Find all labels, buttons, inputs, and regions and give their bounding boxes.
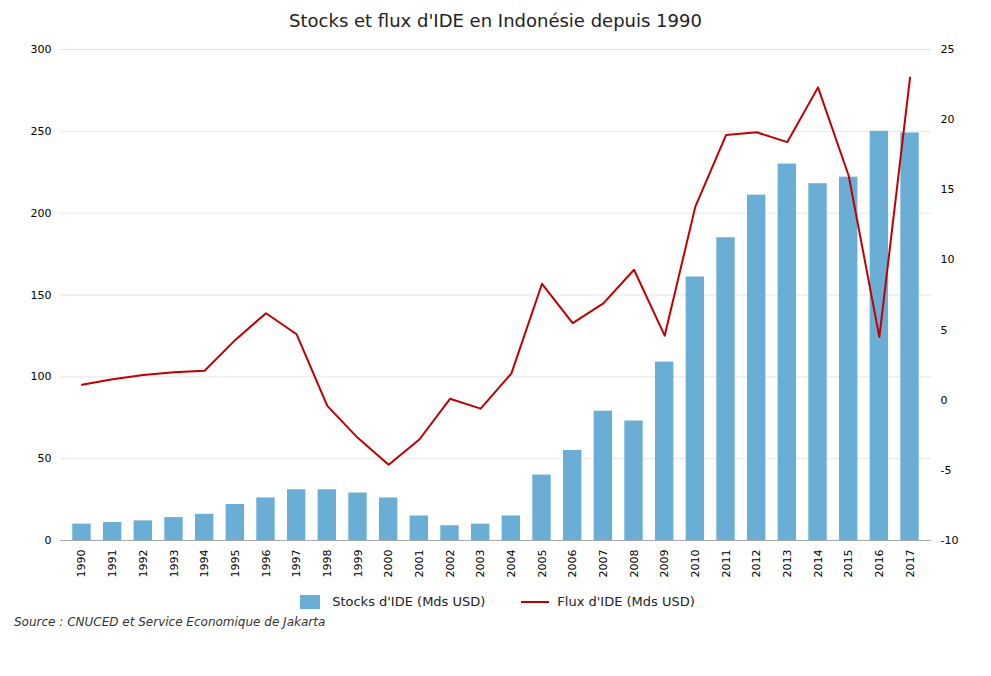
svg-text:300: 300 [31,43,52,56]
svg-text:2014: 2014 [812,550,825,578]
svg-text:0: 0 [45,534,52,547]
svg-text:250: 250 [31,125,52,138]
svg-text:1996: 1996 [260,550,273,578]
svg-text:2008: 2008 [628,550,641,578]
svg-text:2005: 2005 [536,550,549,578]
svg-text:2013: 2013 [781,550,794,578]
svg-text:50: 50 [38,452,52,465]
svg-text:1992: 1992 [137,550,150,578]
svg-text:25: 25 [941,43,955,56]
svg-text:15: 15 [941,183,955,196]
svg-text:5: 5 [941,324,948,337]
svg-text:2010: 2010 [689,550,702,578]
html-text:Stocks et flux d'IDE en Indoné: Stocks et flux d'IDE en Indonésie depuis… [289,10,702,31]
svg-text:2007: 2007 [597,550,610,578]
html-text:Stocks d'IDE (Mds USD): Stocks d'IDE (Mds USD) [332,594,486,609]
svg-text:1995: 1995 [229,550,242,578]
svg-text:2000: 2000 [382,550,395,578]
svg-text:100: 100 [31,370,52,383]
svg-text:2002: 2002 [444,550,457,578]
svg-text:-5: -5 [941,464,952,477]
svg-text:2011: 2011 [720,550,733,578]
svg-text:1993: 1993 [167,550,180,578]
svg-text:1994: 1994 [198,550,211,578]
svg-text:150: 150 [31,289,52,302]
svg-text:1997: 1997 [290,550,303,578]
svg-text:2012: 2012 [750,550,763,578]
svg-text:2017: 2017 [904,550,917,578]
svg-text:1990: 1990 [75,550,88,578]
svg-text:0: 0 [941,394,948,407]
svg-text:2016: 2016 [873,550,886,578]
svg-text:2009: 2009 [658,550,671,578]
svg-text:-10: -10 [941,534,959,547]
svg-text:2015: 2015 [842,550,855,578]
html-text:Source : CNUCED et Service Eco: Source : CNUCED et Service Economique de… [14,615,326,629]
svg-text:2001: 2001 [413,550,426,578]
svg-text:1998: 1998 [321,550,334,578]
svg-text:20: 20 [941,113,955,126]
svg-text:1999: 1999 [352,550,365,578]
svg-text:200: 200 [31,207,52,220]
svg-text:2004: 2004 [505,550,518,578]
svg-text:1991: 1991 [106,550,119,578]
svg-text:2006: 2006 [566,550,579,578]
svg-text:10: 10 [941,253,955,266]
svg-text:2003: 2003 [474,550,487,578]
html-text:Flux d'IDE (Mds USD): Flux d'IDE (Mds USD) [557,594,695,609]
